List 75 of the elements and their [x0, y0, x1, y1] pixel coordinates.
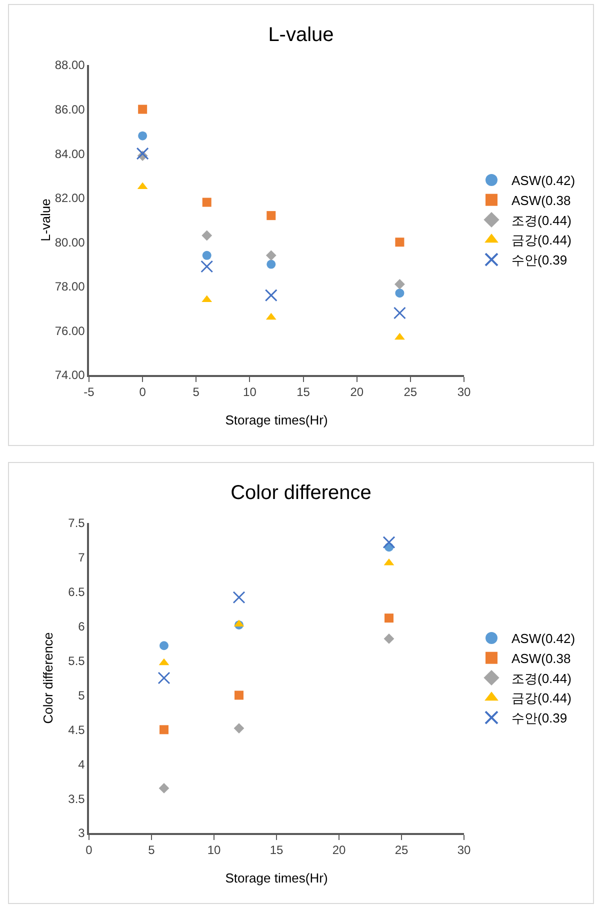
point — [138, 131, 148, 140]
x-axis-title: Storage times(Hr) — [225, 870, 328, 886]
point — [394, 279, 405, 290]
x-tick-label: 15 — [296, 385, 310, 400]
legend-label: 조경(0.44) — [512, 670, 572, 686]
legend-label: 금강(0.44) — [512, 232, 572, 248]
x-tick-label: 5 — [148, 843, 156, 858]
x-tick-label: 15 — [270, 843, 284, 858]
x-tick-label: 10 — [207, 843, 221, 858]
y-tick-label: 74.00 — [54, 368, 86, 382]
point — [395, 238, 404, 247]
point — [234, 690, 244, 700]
y-axis-title: L-value — [38, 198, 53, 242]
legend-label: ASW(0.38 — [512, 650, 571, 666]
point — [266, 260, 276, 269]
point — [158, 783, 170, 794]
point — [266, 211, 276, 220]
legend-label: 금강(0.44) — [512, 690, 572, 706]
point — [202, 250, 212, 260]
point — [393, 306, 406, 320]
point — [158, 672, 170, 684]
x-tick-label: 5 — [192, 385, 200, 400]
legend-label: 수안(0.39 — [512, 710, 568, 726]
y-tick-label: 5 — [78, 688, 86, 702]
x-tick-label: 20 — [332, 843, 346, 858]
x-tick-label: 25 — [404, 385, 418, 400]
legend-label: ASW(0.42) — [512, 631, 576, 646]
y-tick-label: 3.5 — [68, 792, 86, 806]
y-tick-label: 7 — [78, 550, 86, 565]
x-tick-label: 10 — [243, 385, 257, 400]
y-axis-title: Color difference — [40, 632, 56, 724]
point — [266, 250, 276, 261]
y-tick-label: 7.5 — [68, 516, 86, 530]
point — [382, 536, 396, 549]
y-tick-label: 4.5 — [68, 722, 86, 737]
point — [264, 289, 278, 302]
point — [138, 104, 148, 114]
point — [200, 260, 214, 273]
y-tick-label: 3 — [78, 826, 86, 840]
legend-label: 수안(0.39 — [512, 252, 568, 268]
y-tick-label: 88.00 — [54, 58, 86, 72]
point — [384, 634, 394, 644]
point — [136, 147, 149, 160]
x-tick-label: 0 — [86, 843, 93, 858]
y-tick-label: 4 — [78, 757, 86, 772]
point — [232, 591, 246, 604]
legend-label: 조경(0.44) — [512, 212, 572, 228]
x-tick-label: 20 — [350, 385, 364, 400]
y-tick-label: 6.5 — [68, 585, 86, 600]
point — [160, 641, 168, 650]
legend-label: ASW(0.38 — [512, 192, 571, 208]
x-tick-label: 0 — [139, 385, 146, 400]
x-axis-title: Storage times(Hr) — [225, 412, 328, 428]
point — [384, 614, 394, 623]
x-tick-label: 30 — [457, 385, 471, 400]
x-tick-label: -5 — [84, 385, 95, 400]
y-tick-label: 86.00 — [54, 102, 86, 116]
chart-title: L-value — [268, 24, 334, 46]
y-tick-label: 84.00 — [54, 146, 86, 161]
x-tick-label: 25 — [394, 843, 408, 858]
y-tick-label: 80.00 — [54, 235, 86, 250]
point — [394, 332, 405, 340]
point — [234, 723, 244, 734]
point — [160, 725, 168, 734]
legend-label: ASW(0.42) — [512, 173, 576, 188]
x-tick-label: 30 — [457, 843, 471, 858]
point — [202, 230, 212, 241]
y-tick-label: 5.5 — [68, 654, 86, 668]
point — [202, 198, 212, 207]
y-tick-label: 76.00 — [54, 324, 86, 338]
chart-title: Color difference — [230, 482, 372, 504]
y-tick-label: 82.00 — [54, 191, 86, 206]
y-tick-label: 6 — [78, 620, 86, 634]
point — [395, 288, 404, 298]
y-tick-label: 78.00 — [54, 280, 86, 294]
